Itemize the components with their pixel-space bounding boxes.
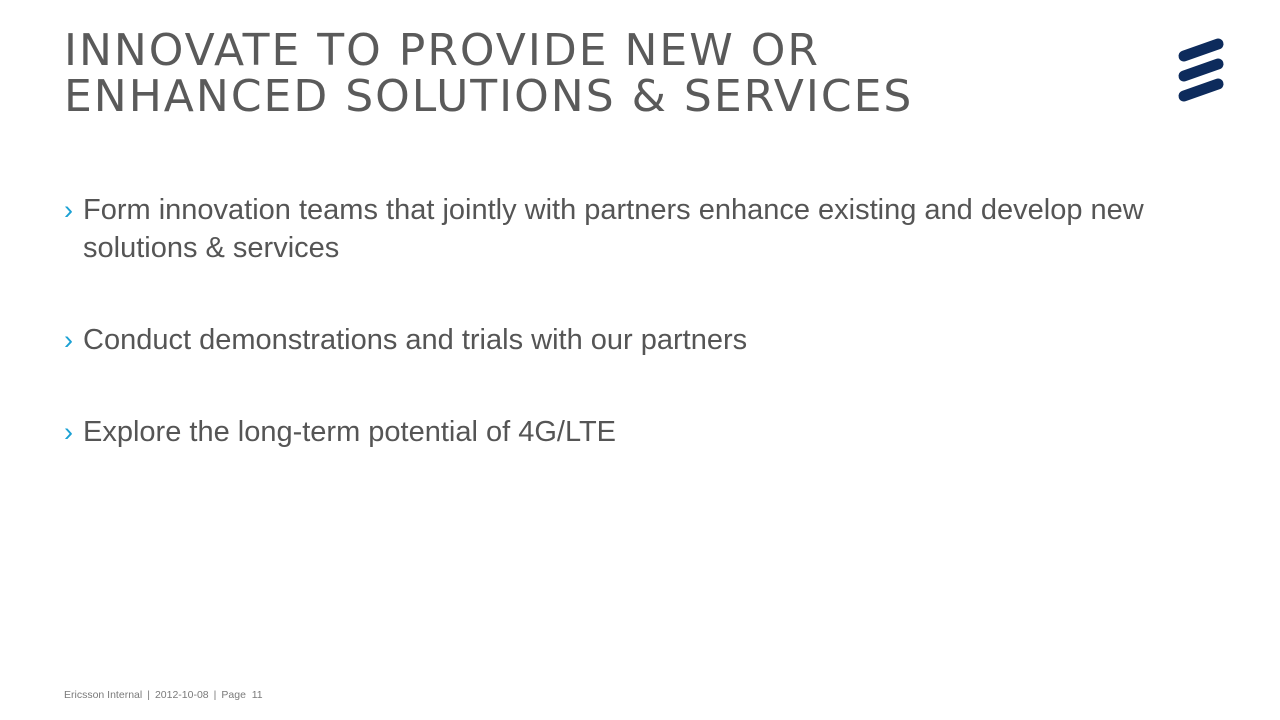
bullet-text: Conduct demonstrations and trials with o…	[83, 324, 748, 356]
footer-separator: |	[147, 689, 150, 701]
bullet-item: › Form innovation teams that jointly wit…	[64, 191, 1214, 267]
slide-footer: Ericsson Internal | 2012-10-08 | Page 11	[64, 689, 263, 701]
footer-separator: |	[213, 689, 217, 701]
chevron-right-icon: ›	[64, 325, 73, 355]
slide-title: Innovate to provide new or enhanced solu…	[64, 28, 1124, 120]
slide-title-line-2: enhanced solutions & services	[64, 71, 914, 122]
chevron-right-icon: ›	[64, 195, 73, 225]
footer-classification: Ericsson Internal	[64, 689, 143, 701]
bullet-item: › Conduct demonstrations and trials with…	[64, 321, 1214, 359]
slide-title-line-1: Innovate to provide new or	[64, 25, 820, 76]
chevron-right-icon: ›	[64, 417, 73, 447]
bullet-item: › Explore the long-term potential of 4G/…	[64, 413, 1214, 451]
bullet-list: › Form innovation teams that jointly wit…	[64, 191, 1214, 451]
footer-date: 2012-10-08	[154, 689, 209, 701]
bullet-text: Form innovation teams that jointly with …	[83, 194, 1144, 264]
bullet-text: Explore the long-term potential of 4G/LT…	[83, 416, 617, 448]
ericsson-logo-icon	[1178, 38, 1224, 102]
footer-page-number: Page 11	[221, 689, 263, 701]
